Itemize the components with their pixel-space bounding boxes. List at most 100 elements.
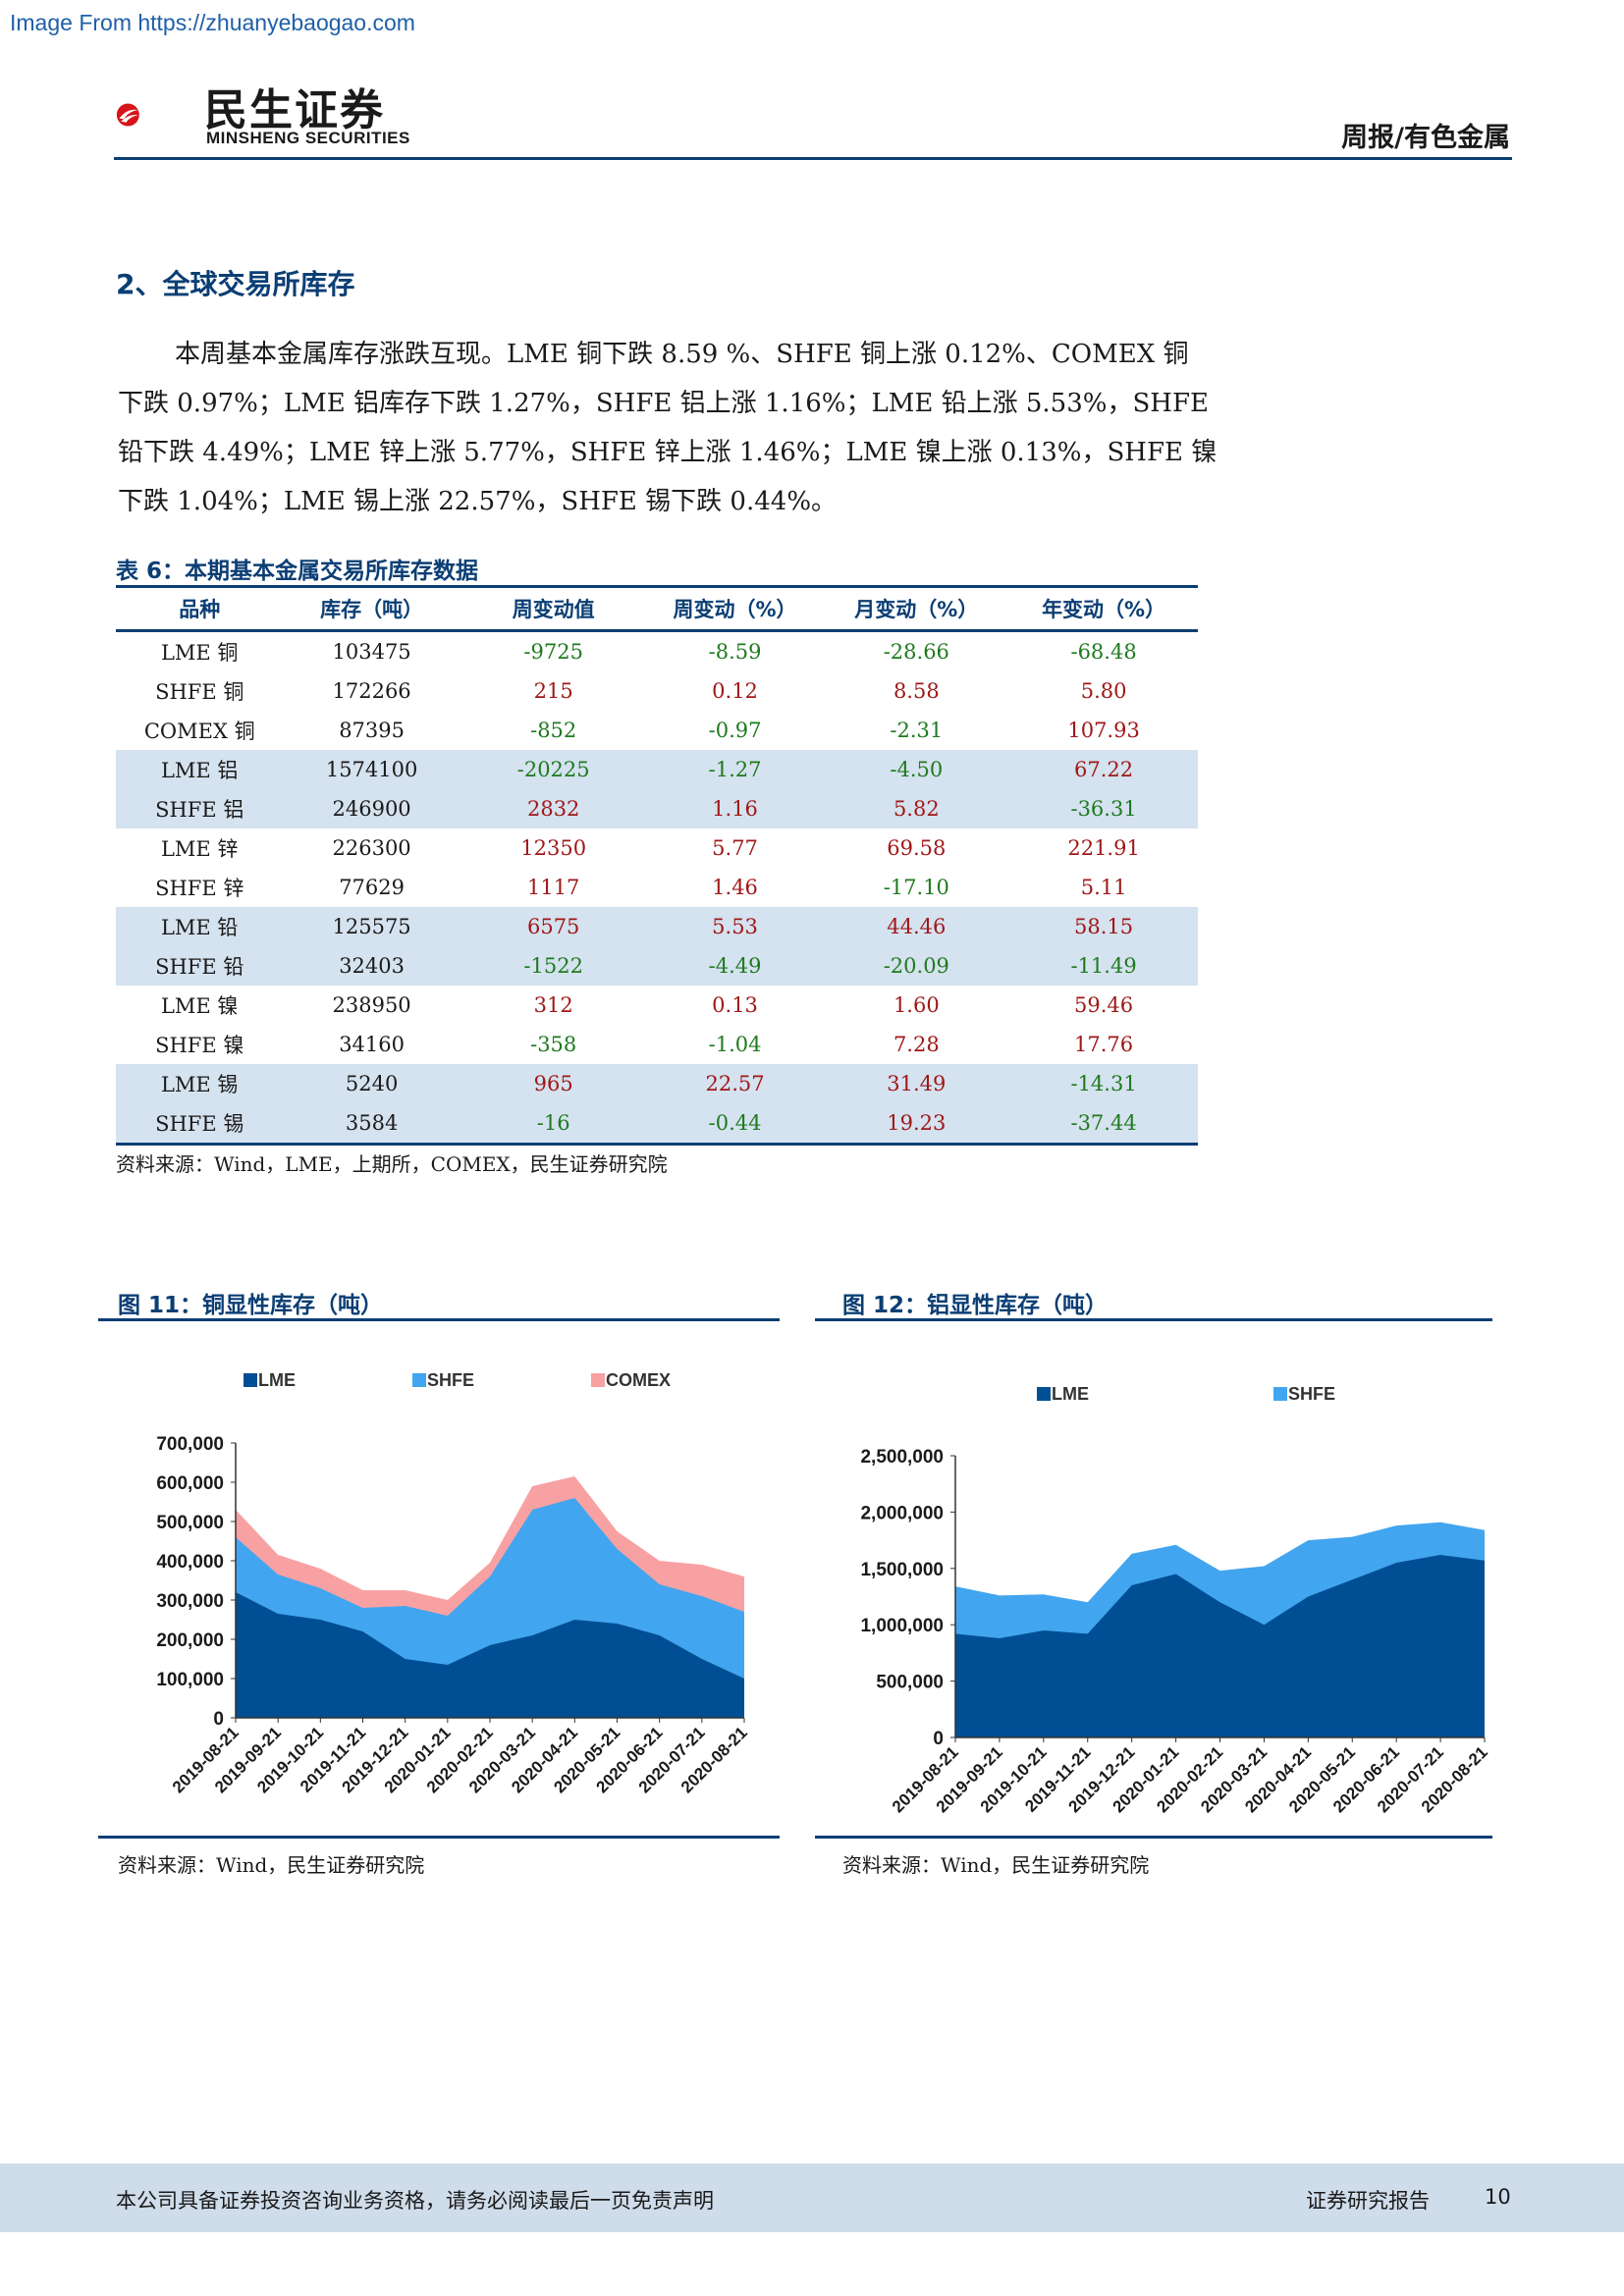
figure-11-title: 图 11：铜显性库存（吨） xyxy=(118,1293,384,1318)
table-cell-mpct: 19.23 xyxy=(823,1103,1010,1146)
table-cell-stock: 34160 xyxy=(339,1033,405,1056)
table-cell-ypct: -11.49 xyxy=(1009,946,1198,986)
figure-11-bottom-rule xyxy=(98,1836,780,1839)
column-header: 品种 xyxy=(116,585,284,632)
table-cell-ypct: 59.46 xyxy=(1074,993,1134,1017)
y-tick-label: 2,500,000 xyxy=(860,1447,944,1468)
table-cell-mpct: 7.28 xyxy=(893,1033,940,1056)
table-cell-wchg: -358 xyxy=(530,1033,577,1056)
paragraph-line: 本周基本金属库存涨跌互现。LME 铜下跌 8.59 %、SHFE 铜上涨 0.1… xyxy=(175,340,1189,369)
figure-12-source: 资料来源：Wind，民生证券研究院 xyxy=(842,1853,1150,1877)
table-cell-name: SHFE 镍 xyxy=(155,1034,244,1057)
table-row: SHFE 锌 77629 1117 1.46 -17.10 5.11 xyxy=(116,868,1198,907)
table-cell-wpct: 1.46 xyxy=(712,876,758,899)
table-cell-mpct: 44.46 xyxy=(823,907,1010,946)
table-cell-mpct: -17.10 xyxy=(883,876,949,899)
table-cell-stock: 172266 xyxy=(332,679,411,703)
table-row: SHFE 镍 34160 -358 -1.04 7.28 17.76 xyxy=(116,1025,1198,1064)
y-tick-label: 500,000 xyxy=(156,1513,224,1533)
y-tick-label: 1,000,000 xyxy=(860,1616,944,1636)
column-header: 库存（吨） xyxy=(283,585,460,632)
legend-swatch-comex xyxy=(591,1373,605,1387)
report-type: 周报/有色金属 xyxy=(1341,123,1510,153)
table-cell-mpct: -28.66 xyxy=(883,640,949,664)
table-cell-stock: 87395 xyxy=(339,719,405,742)
aluminum-inventory-chart: 0 500,000 1,000,000 1,500,000 2,000,000 2,500… xyxy=(860,1384,1490,1816)
y-tick-label: 600,000 xyxy=(156,1473,224,1494)
logo-english-name: MINSHENG SECURITIES xyxy=(206,129,410,147)
table-cell-stock: 226300 xyxy=(332,836,411,860)
table-row: LME 铜 103475 -9725 -8.59 -28.66 -68.48 xyxy=(116,631,1198,672)
table-row: LME 铅 125575 6575 5.53 44.46 58.15 xyxy=(116,907,1198,946)
table-cell-wpct: 0.12 xyxy=(712,679,758,703)
table-cell-ypct: 107.93 xyxy=(1067,719,1140,742)
table-cell-name: LME 铝 xyxy=(116,750,284,789)
table-cell-stock: 1574100 xyxy=(283,750,460,789)
table-cell-stock: 246900 xyxy=(283,789,460,828)
table-cell-wchg: 965 xyxy=(460,1064,647,1103)
source-watermark[interactable]: Image From https://zhuanyebaogao.com xyxy=(10,10,415,35)
table-row: LME 锌 226300 12350 5.77 69.58 221.91 xyxy=(116,828,1198,868)
table-cell-mpct: 31.49 xyxy=(823,1064,1010,1103)
table-cell-mpct: 69.58 xyxy=(887,836,947,860)
table-cell-wchg: -16 xyxy=(460,1103,647,1146)
table-cell-mpct: -2.31 xyxy=(890,719,944,742)
legend-swatch-shfe xyxy=(412,1373,426,1387)
table-header-row: 品种 库存（吨） 周变动值 周变动（%） 月变动（%） 年变动（%） xyxy=(116,585,1198,632)
table-cell-ypct: -68.48 xyxy=(1070,640,1137,664)
table-cell-mpct: -4.50 xyxy=(823,750,1010,789)
table-row: LME 铝 1574100 -20225 -1.27 -4.50 67.22 xyxy=(116,750,1198,789)
section-title: 2、全球交易所库存 xyxy=(116,268,355,300)
column-header: 月变动（%） xyxy=(823,585,1010,632)
y-tick-label: 1,500,000 xyxy=(860,1560,944,1580)
table-row: SHFE 铅 32403 -1522 -4.49 -20.09 -11.49 xyxy=(116,946,1198,986)
table-cell-mpct: 8.58 xyxy=(893,679,940,703)
series-area-lme xyxy=(955,1555,1485,1737)
table-cell-wchg: 12350 xyxy=(520,836,587,860)
figure-11-source: 资料来源：Wind，民生证券研究院 xyxy=(118,1853,425,1877)
table-cell-wchg: -1522 xyxy=(460,946,647,986)
table-cell-wchg: 2832 xyxy=(460,789,647,828)
table-row: SHFE 铝 246900 2832 1.16 5.82 -36.31 xyxy=(116,789,1198,828)
legend-label-lme: LME xyxy=(1052,1384,1089,1404)
table-cell-ypct: 5.80 xyxy=(1080,679,1127,703)
series-area-lme xyxy=(236,1592,744,1718)
paragraph-line: 铅下跌 4.49%；LME 锌上涨 5.77%，SHFE 锌上涨 1.46%；L… xyxy=(118,438,1218,467)
table-cell-mpct: 1.60 xyxy=(893,993,940,1017)
footer-disclaimer: 本公司具备证券投资咨询业务资格，请务必阅读最后一页免责声明 xyxy=(116,2189,714,2213)
y-tick-label: 200,000 xyxy=(156,1630,224,1651)
legend-label-comex: COMEX xyxy=(606,1370,671,1390)
table-cell-ypct: -36.31 xyxy=(1009,789,1198,828)
table-cell-stock: 103475 xyxy=(332,640,411,664)
header-divider xyxy=(114,157,1512,160)
y-tick-label: 300,000 xyxy=(156,1591,224,1612)
table-cell-ypct: 5.11 xyxy=(1080,876,1127,899)
legend-label-shfe: SHFE xyxy=(1288,1384,1335,1404)
table-cell-wchg: -9725 xyxy=(523,640,583,664)
table-row: SHFE 铜 172266 215 0.12 8.58 5.80 xyxy=(116,671,1198,711)
table-cell-name: COMEX 铜 xyxy=(143,720,255,743)
table-cell-wchg: 1117 xyxy=(526,876,580,899)
table-cell-wpct: -8.59 xyxy=(708,640,762,664)
table-cell-wpct: -0.97 xyxy=(708,719,762,742)
table-cell-mpct: -20.09 xyxy=(823,946,1010,986)
table-row: SHFE 锡 3584 -16 -0.44 19.23 -37.44 xyxy=(116,1103,1198,1146)
table-cell-name: SHFE 锌 xyxy=(155,877,244,900)
table-cell-wpct: -0.44 xyxy=(646,1103,824,1146)
table-cell-wpct: -1.27 xyxy=(646,750,824,789)
table-cell-wpct: 5.77 xyxy=(712,836,758,860)
paragraph-line: 下跌 0.97%；LME 铝库存下跌 1.27%，SHFE 铝上涨 1.16%；… xyxy=(118,389,1209,418)
table-title: 表 6：本期基本金属交易所库存数据 xyxy=(116,559,479,584)
y-tick-label: 100,000 xyxy=(156,1670,224,1690)
paragraph-line: 下跌 1.04%；LME 锡上涨 22.57%，SHFE 锡下跌 0.44%。 xyxy=(118,487,838,516)
table-cell-stock: 32403 xyxy=(283,946,460,986)
table-cell-name: SHFE 锡 xyxy=(116,1103,284,1146)
table-cell-name: LME 锡 xyxy=(116,1064,284,1103)
table-cell-name: LME 镍 xyxy=(160,994,239,1018)
table-cell-wpct: 22.57 xyxy=(646,1064,824,1103)
column-header: 周变动值 xyxy=(460,585,647,632)
table-cell-wchg: 215 xyxy=(533,679,573,703)
table-cell-stock: 125575 xyxy=(283,907,460,946)
y-tick-label: 400,000 xyxy=(156,1552,224,1573)
table-cell-name: LME 铅 xyxy=(116,907,284,946)
